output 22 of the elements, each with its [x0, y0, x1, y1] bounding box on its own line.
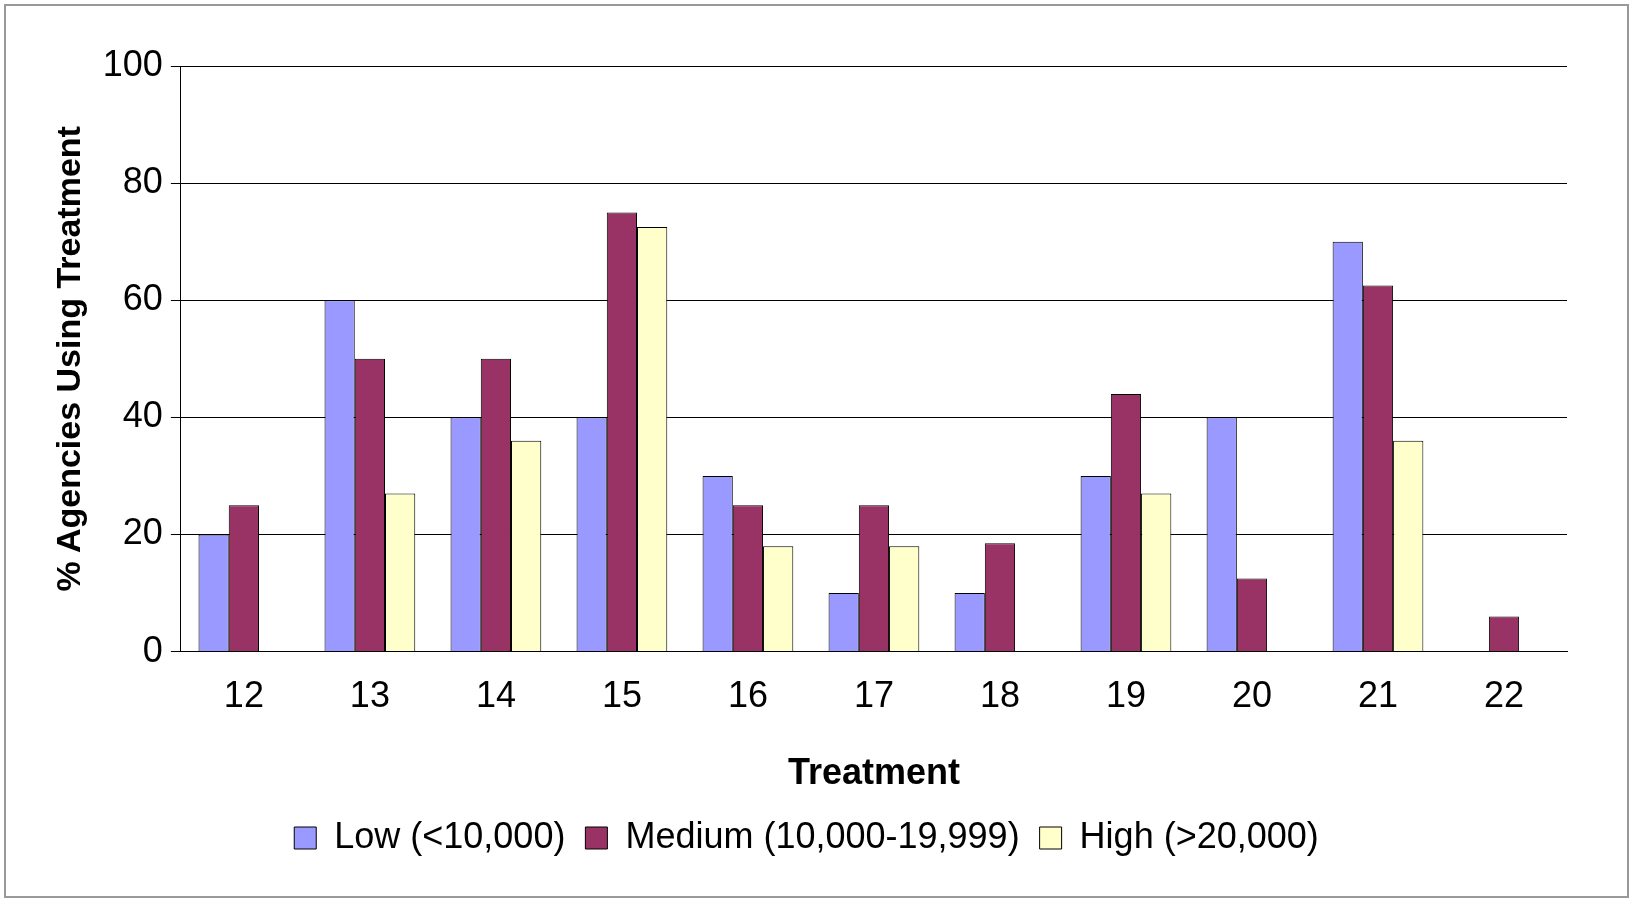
x-tick-label: 18 — [979, 674, 1020, 716]
x-tick-label: 15 — [601, 674, 642, 716]
y-tick-label: 0 — [142, 628, 163, 670]
x-axis-title: Treatment — [787, 751, 960, 793]
x-tick-label: 14 — [475, 674, 516, 716]
legend-label: Low (<10,000) — [334, 814, 566, 856]
x-tick-label: 12 — [223, 674, 264, 716]
y-axis-title: % Agencies Using Treatment — [48, 126, 87, 592]
legend-label: High (>20,000) — [1079, 814, 1319, 856]
x-tick-label: 16 — [727, 674, 768, 716]
y-tick-label: 60 — [122, 277, 163, 319]
y-tick-label: 40 — [122, 394, 163, 436]
x-tick-label: 19 — [1105, 674, 1146, 716]
x-tick-label: 21 — [1357, 674, 1399, 716]
x-tick-label: 20 — [1231, 674, 1272, 716]
x-tick-label: 22 — [1483, 674, 1525, 716]
x-tick-label: 17 — [853, 674, 894, 716]
y-tick-label: 80 — [122, 160, 163, 202]
legend-label: Medium (10,000-19,999) — [625, 814, 1020, 856]
y-tick-label: 20 — [122, 511, 163, 553]
y-tick-label: 100 — [102, 42, 163, 84]
x-tick-label: 13 — [349, 674, 390, 716]
